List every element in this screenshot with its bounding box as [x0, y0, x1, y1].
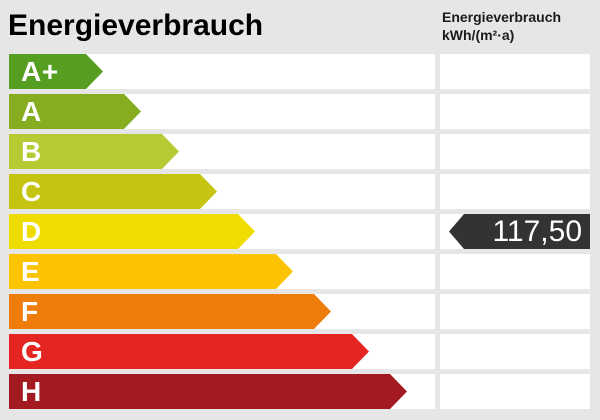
energy-class-bar: G [9, 334, 369, 369]
energy-class-row: B [0, 134, 600, 169]
page-title: Energieverbrauch [8, 9, 264, 42]
energy-class-label: C [21, 175, 42, 207]
value-track [440, 294, 590, 329]
value-indicator-text: 117,50 [492, 214, 582, 248]
value-track [440, 374, 590, 409]
value-track [440, 54, 590, 89]
energy-class-bar: H [9, 374, 407, 409]
energy-class-label: D [21, 215, 42, 247]
unit-label-line-1: Energieverbrauch [442, 9, 562, 25]
unit-label: Energieverbrauch kWh/(m²·a) [442, 8, 561, 44]
value-track [440, 174, 590, 209]
value-track [440, 134, 590, 169]
energy-class-row: H [0, 374, 600, 409]
energy-class-row: C [0, 174, 600, 209]
energy-scale: A+ A B C D 117,50 E F G H [0, 54, 600, 409]
energy-class-row: A+ [0, 54, 600, 89]
energy-class-row: F [0, 294, 600, 329]
energy-class-label: H [21, 375, 42, 407]
energy-class-bar: C [9, 174, 217, 209]
energy-class-label: E [21, 255, 41, 287]
energy-class-bar: A [9, 94, 141, 129]
energy-class-label: G [21, 335, 44, 367]
energy-class-label: F [21, 295, 39, 327]
energy-class-bar: A+ [9, 54, 103, 89]
energy-class-label: B [21, 135, 42, 167]
value-track [440, 334, 590, 369]
energy-class-label: A+ [21, 55, 59, 87]
unit-label-line-2: kWh/(m²·a) [442, 27, 515, 43]
energy-class-bar: D [9, 214, 255, 249]
value-track [440, 254, 590, 289]
energy-class-row: A [0, 94, 600, 129]
energy-class-bar: B [9, 134, 179, 169]
energy-class-row: D 117,50 [0, 214, 600, 249]
value-track [440, 94, 590, 129]
energy-class-bar: E [9, 254, 293, 289]
energy-class-label: A [21, 95, 42, 127]
energy-class-row: E [0, 254, 600, 289]
value-indicator: 117,50 [449, 214, 590, 249]
energy-class-row: G [0, 334, 600, 369]
energy-class-bar: F [9, 294, 331, 329]
